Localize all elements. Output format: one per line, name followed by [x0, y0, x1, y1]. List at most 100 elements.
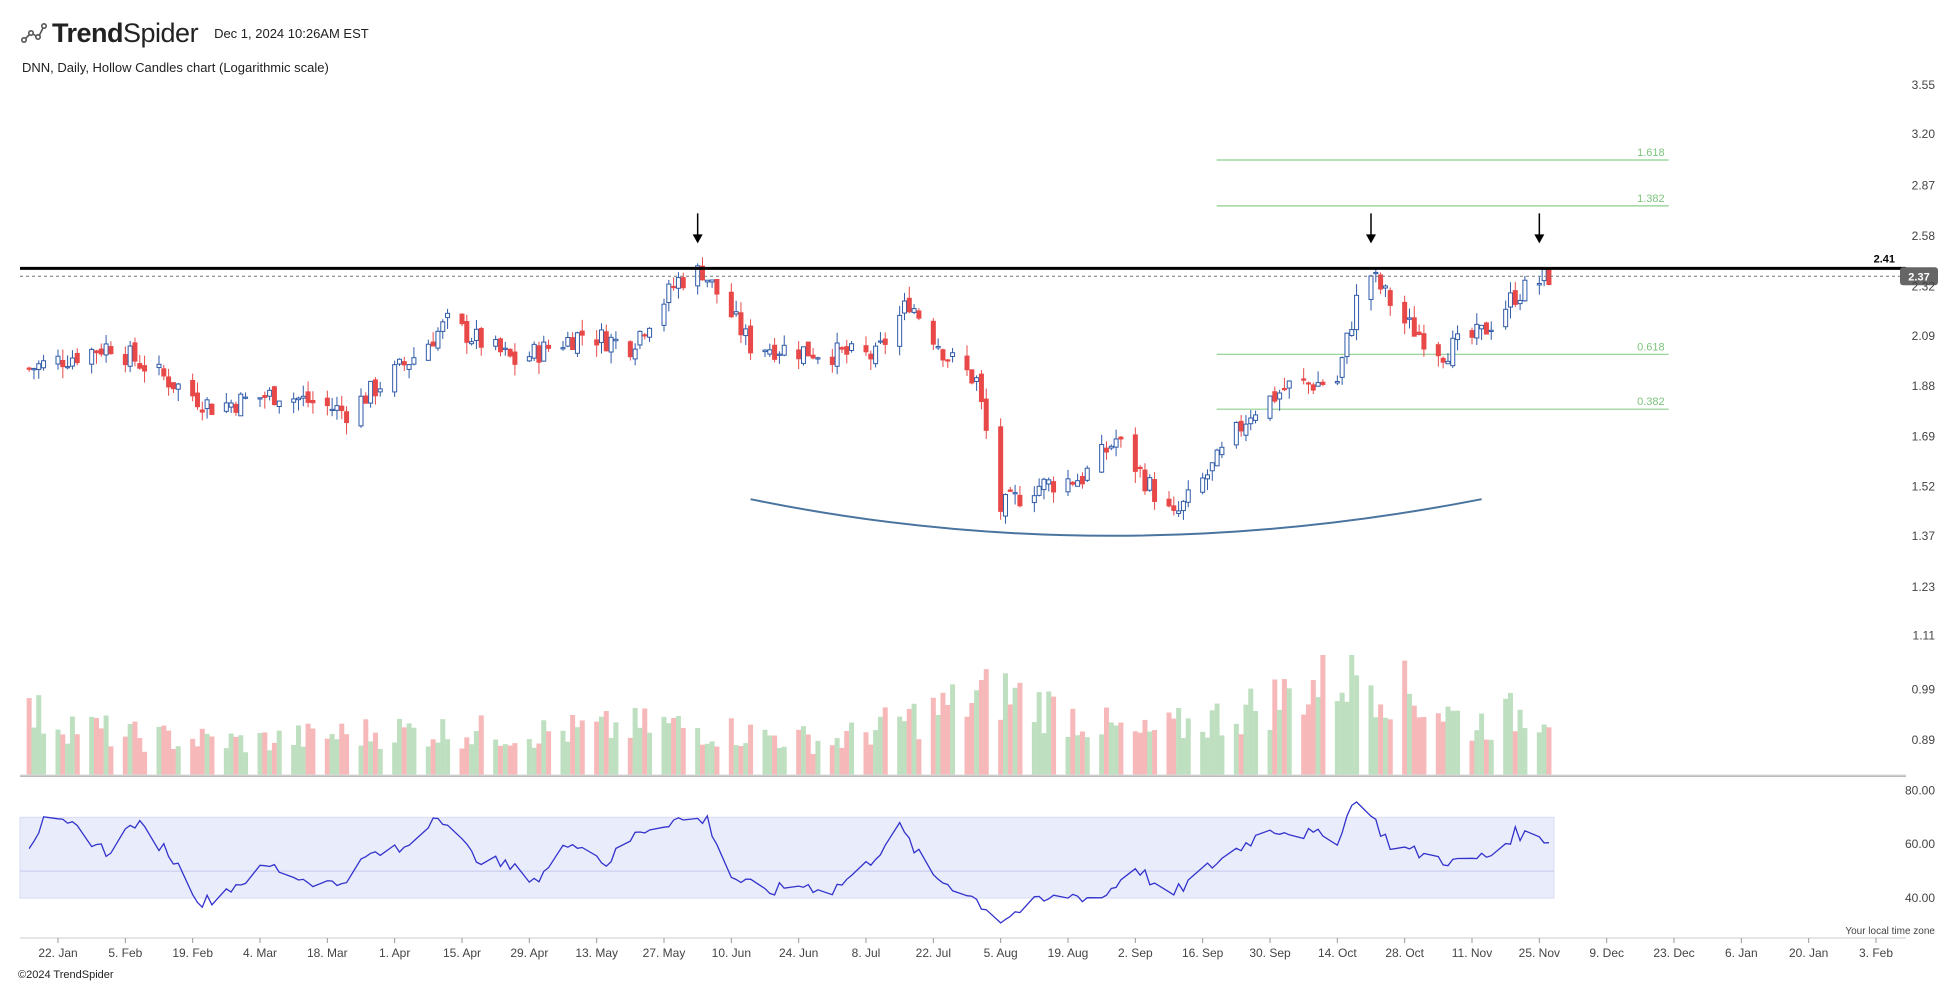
candle[interactable] [233, 401, 239, 416]
candle[interactable] [1469, 327, 1475, 345]
candle[interactable] [108, 341, 114, 355]
candle[interactable] [430, 332, 436, 347]
candle[interactable] [1455, 325, 1461, 351]
candle[interactable] [1320, 379, 1326, 387]
candle[interactable] [978, 370, 984, 410]
candle[interactable] [767, 343, 773, 357]
candle[interactable] [1267, 395, 1273, 421]
candle[interactable] [1277, 389, 1283, 411]
candle[interactable] [464, 314, 470, 354]
candle[interactable] [916, 308, 922, 321]
candle[interactable] [98, 343, 104, 357]
candle[interactable] [632, 343, 638, 366]
candle[interactable] [300, 385, 306, 407]
candle[interactable] [1435, 341, 1441, 367]
candle[interactable] [810, 348, 816, 360]
candle[interactable] [1344, 332, 1350, 364]
candle[interactable] [675, 272, 681, 299]
candle[interactable] [1354, 284, 1360, 341]
candle[interactable] [1041, 477, 1047, 500]
candle[interactable] [1070, 481, 1076, 487]
candle[interactable] [1387, 287, 1393, 316]
candle[interactable] [512, 343, 518, 376]
candle[interactable] [1238, 414, 1244, 437]
candle[interactable] [103, 335, 109, 363]
candle[interactable] [65, 355, 71, 370]
candle[interactable] [546, 339, 552, 353]
candle[interactable] [401, 356, 407, 371]
candle[interactable] [868, 350, 874, 370]
candle[interactable] [666, 279, 672, 312]
candle[interactable] [603, 324, 609, 352]
candle[interactable] [1103, 441, 1109, 460]
candle[interactable] [55, 349, 61, 370]
candle[interactable] [1253, 410, 1259, 424]
candle[interactable] [1450, 330, 1456, 369]
candle[interactable] [781, 335, 787, 357]
candle[interactable] [291, 392, 297, 414]
candle[interactable] [1065, 469, 1071, 497]
candle[interactable] [743, 324, 749, 346]
candle[interactable] [344, 406, 350, 435]
candle[interactable] [1503, 300, 1509, 330]
candle[interactable] [161, 365, 167, 381]
candle[interactable] [1378, 272, 1384, 295]
candle[interactable] [132, 337, 138, 367]
candle[interactable] [1075, 473, 1081, 487]
candle[interactable] [262, 391, 268, 409]
candle[interactable] [661, 298, 667, 332]
candle[interactable] [1248, 410, 1254, 431]
candle[interactable] [358, 388, 364, 428]
candle[interactable] [1084, 465, 1090, 483]
candle[interactable] [377, 381, 383, 397]
candle[interactable] [1132, 427, 1138, 483]
candle[interactable] [1002, 493, 1008, 524]
candle[interactable] [1204, 469, 1210, 491]
candle[interactable] [1368, 274, 1374, 311]
candle[interactable] [911, 304, 917, 315]
candle[interactable] [541, 335, 547, 362]
candle[interactable] [1406, 308, 1412, 329]
candle[interactable] [1180, 500, 1186, 520]
candle[interactable] [1373, 267, 1379, 283]
candle[interactable] [608, 333, 614, 364]
candle[interactable] [1536, 276, 1542, 295]
candle[interactable] [26, 366, 32, 372]
candle[interactable] [41, 354, 47, 371]
candle[interactable] [310, 391, 316, 414]
candle[interactable] [69, 350, 75, 370]
candle[interactable] [329, 397, 335, 417]
candle[interactable] [127, 340, 133, 373]
candle[interactable] [1036, 478, 1042, 497]
candle[interactable] [762, 349, 768, 357]
candle[interactable] [1440, 356, 1446, 369]
candle[interactable] [647, 327, 653, 343]
candle[interactable] [1301, 368, 1307, 385]
candle[interactable] [137, 354, 143, 370]
candle[interactable] [1286, 380, 1292, 399]
candle[interactable] [844, 339, 850, 364]
candle[interactable] [704, 279, 710, 288]
candle[interactable] [156, 355, 162, 376]
candle[interactable] [1046, 477, 1052, 492]
candle[interactable] [776, 351, 782, 364]
candle[interactable] [805, 341, 811, 357]
candle[interactable] [570, 332, 576, 351]
candle[interactable] [974, 375, 980, 391]
candle[interactable] [1479, 324, 1485, 341]
candle[interactable] [194, 382, 200, 410]
candle[interactable] [815, 356, 821, 365]
candle[interactable] [1382, 284, 1388, 297]
candle[interactable] [502, 341, 508, 356]
candle[interactable] [800, 346, 806, 366]
candle[interactable] [257, 397, 263, 407]
candle[interactable] [882, 332, 888, 355]
candle[interactable] [536, 341, 542, 374]
candle[interactable] [738, 302, 744, 344]
candle[interactable] [243, 392, 249, 400]
candle[interactable] [396, 358, 402, 366]
candle[interactable] [642, 333, 648, 340]
candle[interactable] [531, 341, 537, 362]
candle[interactable] [877, 332, 883, 345]
